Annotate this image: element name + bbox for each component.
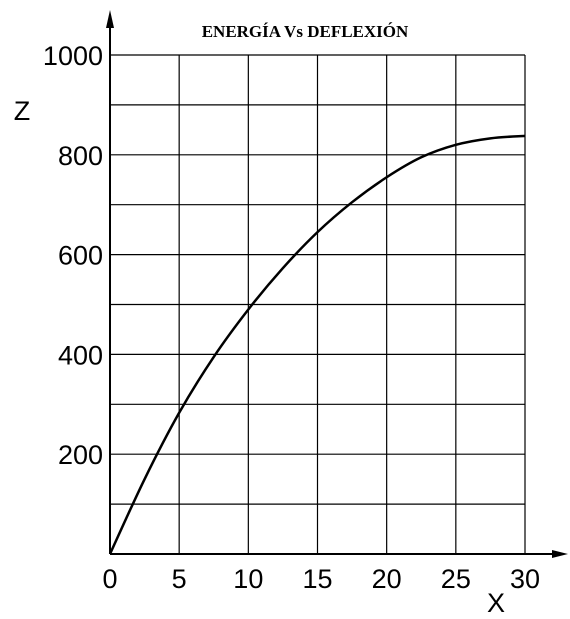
x-tick-label: 5 <box>172 564 187 594</box>
x-tick-label: 0 <box>102 564 117 594</box>
y-tick-label: 200 <box>58 440 103 470</box>
series-layer <box>108 134 526 555</box>
axes <box>106 10 568 558</box>
grid-lines <box>110 54 526 554</box>
y-tick-labels: 200 400 600 800 1000 <box>43 41 103 470</box>
y-tick-label: 600 <box>58 241 103 271</box>
x-tick-label: 25 <box>441 564 471 594</box>
x-tick-labels: 0 5 10 15 20 25 30 <box>102 564 540 594</box>
x-tick-label: 10 <box>233 564 263 594</box>
chart-title: ENERGÍA Vs DEFLEXIÓN <box>202 22 409 41</box>
x-axis-arrow <box>552 550 568 558</box>
y-axis-arrow <box>106 10 114 28</box>
x-tick-label: 20 <box>372 564 402 594</box>
x-tick-label: 15 <box>302 564 332 594</box>
x-axis-label: X <box>487 588 505 618</box>
y-axis-label: Z <box>14 96 31 126</box>
y-tick-label: 400 <box>58 340 103 370</box>
x-tick-label: 30 <box>510 564 540 594</box>
y-tick-label: 1000 <box>43 41 103 71</box>
series-line <box>108 134 526 555</box>
y-tick-label: 800 <box>58 141 103 171</box>
